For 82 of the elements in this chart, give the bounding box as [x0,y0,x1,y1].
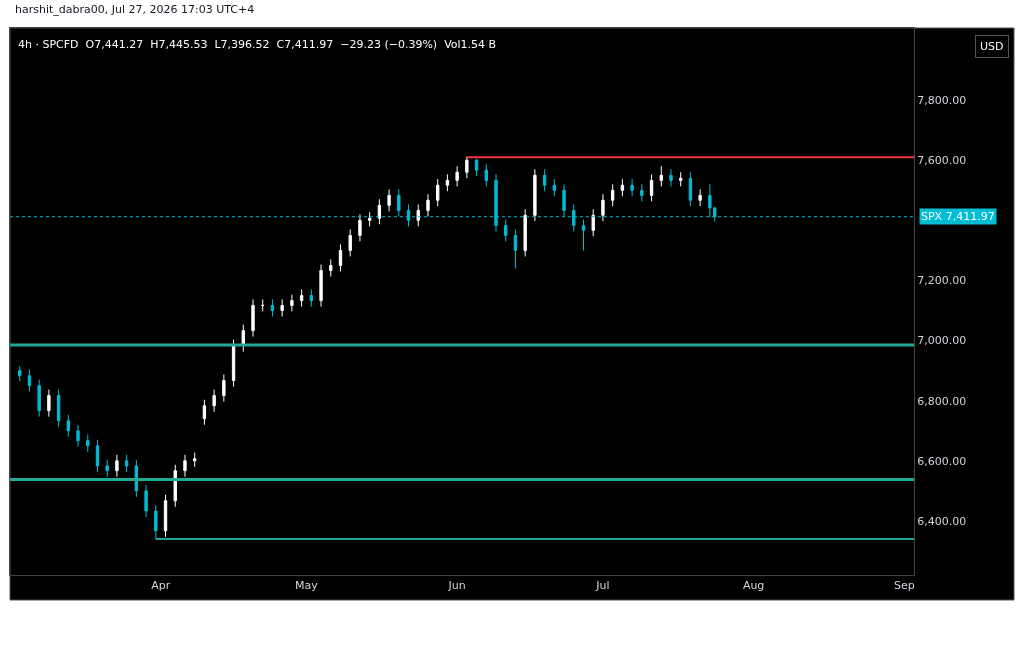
candlestick [241,324,245,353]
candlestick [504,218,508,242]
candlestick [95,439,100,473]
candlestick [193,452,197,468]
y-tick-label: 7,600.00 [917,154,967,168]
text: 4h · SPCFD O7,441.27 H7,445.53 L7,396.52 C7,411.97 −29.23 (−0.39%) Vol1.54 B [18,37,497,51]
candlestick [397,188,401,217]
candlestick [387,188,391,212]
y-tick-label: 6,400.00 [917,514,967,528]
candlestick [455,165,459,187]
y-tick-label: 6,800.00 [917,394,967,408]
ref-line-label: SPX 7,411.97 [921,210,995,223]
candlestick [533,168,537,222]
candlestick [183,454,187,478]
candlestick [212,389,216,413]
x-tick-label: Jun [447,579,466,593]
candlestick [640,183,644,202]
candlestick [173,464,177,508]
candlestick [377,198,382,225]
candlestick [105,459,109,478]
text: USD [980,40,1004,53]
x-tick-label: Aug [742,579,765,593]
candlestick [679,171,683,187]
y-tick-label: 6,600.00 [917,454,967,468]
candlestick [630,178,634,197]
candlestick [299,288,304,308]
x-tick-label: Sep [893,579,915,593]
candlestick [261,298,265,312]
candlestick [202,399,207,426]
candlestick [358,213,362,242]
candlestick [484,163,488,187]
candlestick [688,171,693,207]
candlestick [27,369,32,393]
y-tick-label: 7,800.00 [917,93,967,107]
candlestick [37,379,41,418]
candlestick [319,264,323,308]
candlestick [581,218,586,251]
y-tick-label: 7,000.00 [917,334,967,348]
candlestick [47,389,51,418]
candlestick [610,183,615,207]
candlestick [348,228,352,257]
candlestick [669,168,673,187]
candlestick [280,298,284,318]
candlestick [154,504,158,540]
candlestick [698,188,702,207]
candlestick [601,193,605,222]
candlestick [56,389,61,428]
candlestick [290,294,294,312]
candlestick [523,208,527,257]
candlestick [513,228,518,269]
candlestick [115,454,119,478]
candlestick [18,365,22,382]
x-tick-label: May [295,579,319,593]
candlestick [436,178,440,207]
candlestick [465,156,469,179]
candlestick [416,203,420,227]
candlestick [144,484,148,518]
candlestick [66,414,71,438]
candlestick [649,173,654,202]
candlestick [542,168,547,192]
candlestick [552,178,557,197]
candlestick [426,193,430,217]
candlestick [222,374,226,403]
candlestick [270,298,275,318]
candlestick [474,158,479,177]
candlestick [86,434,90,453]
x-tick-label: Apr [151,579,171,593]
candlestick [76,424,80,448]
text: harshit_dabra00, Jul 27, 2026 17:03 UTC+4 [15,3,255,16]
candlestick [367,211,372,227]
candlestick [620,178,625,197]
candlestick [591,208,595,237]
candlestick [124,454,129,473]
candlestick [309,288,314,308]
candlestick [329,258,333,278]
candlestick [659,165,663,187]
candlestick [338,243,343,272]
candlestick [445,173,450,192]
candlestick [163,494,168,538]
candlestick [251,298,255,338]
y-tick-label: 7,200.00 [917,274,967,288]
x-tick-label: Jul [595,579,610,593]
